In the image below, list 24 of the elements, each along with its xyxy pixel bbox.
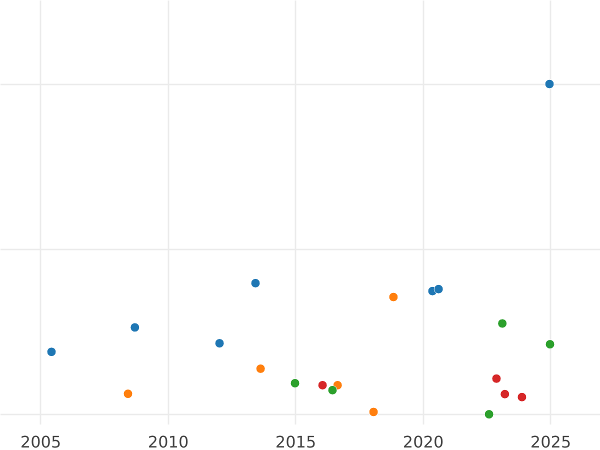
point [123,389,133,399]
point [328,385,338,395]
point [250,278,260,288]
point [498,318,508,328]
point [545,340,555,349]
point [517,392,527,402]
x-tick-label: 2015 [275,432,316,450]
x-tick-label: 2025 [530,432,572,450]
point [290,378,300,388]
point [500,389,510,399]
point [434,284,444,294]
point [544,79,554,89]
x-tick-label: 2005 [20,432,62,450]
point [484,410,494,420]
point [46,347,56,357]
point [388,292,398,302]
x-tick-label: 2020 [402,432,444,450]
x-tick-label: 2010 [148,432,189,450]
point [368,407,378,417]
point [492,374,502,384]
point [256,364,266,374]
point [130,322,140,332]
point [318,380,328,390]
point [214,338,224,348]
